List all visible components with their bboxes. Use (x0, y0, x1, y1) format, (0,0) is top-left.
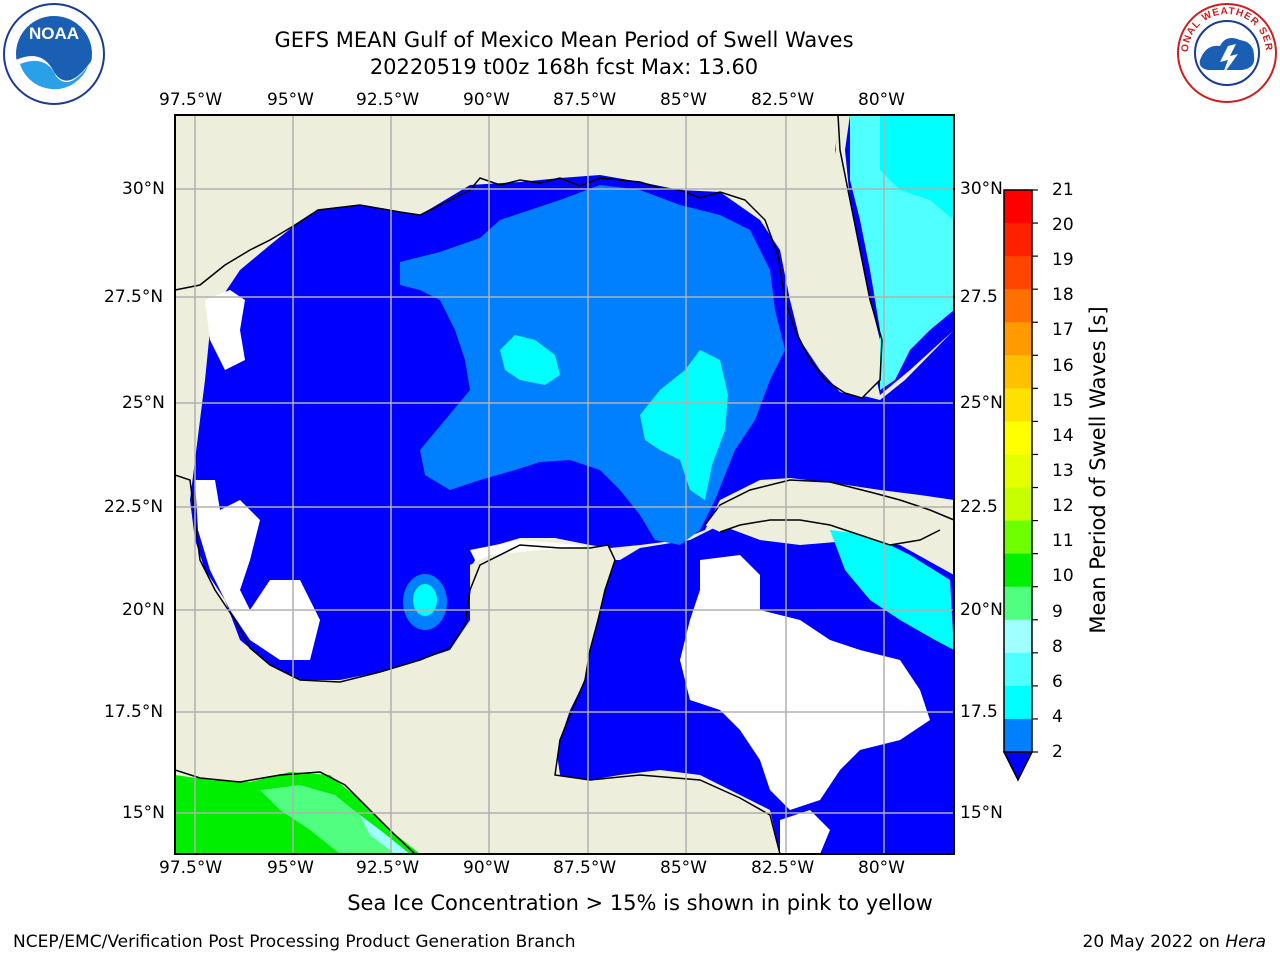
noaa-logo-text: NOAA (29, 24, 79, 43)
footer-host: Hera (1225, 932, 1266, 952)
lon-label-bottom: 92.5°W (356, 858, 420, 878)
lon-label-bottom: 80°W (858, 858, 905, 878)
colorbar-segment (1004, 289, 1032, 323)
colorbar-tick: 4 (1052, 707, 1063, 727)
lon-label-top: 92.5°W (356, 90, 420, 110)
colorbar-segment (1004, 520, 1032, 555)
lon-label-bottom: 95°W (267, 858, 314, 878)
lat-label-right: 30°N (960, 179, 1003, 199)
yucatan-peninsula (470, 545, 615, 780)
lon-label-bottom: 87.5°W (553, 858, 617, 878)
colorbar-segment (1004, 388, 1032, 422)
colorbar-segment (1004, 355, 1032, 389)
lat-label-left: 25°N (122, 393, 165, 413)
colorbar-tick: 8 (1052, 637, 1063, 657)
colorbar-tick: 17 (1052, 320, 1074, 340)
lon-label-bottom: 82.5°W (751, 858, 815, 878)
lon-label-top: 80°W (858, 90, 905, 110)
footer-date-text: 20 May 2022 on (1082, 932, 1226, 952)
colorbar-segment (1004, 487, 1032, 522)
lon-label-top: 87.5°W (553, 90, 617, 110)
lat-label-left: 22.5°N (104, 497, 164, 517)
lat-label-right: 25°N (960, 393, 1003, 413)
colorbar-tick: 10 (1052, 566, 1074, 586)
colorbar-segment (1004, 190, 1032, 224)
no-data-caribbean-south (780, 810, 830, 854)
lat-label-left: 15°N (122, 803, 165, 823)
colorbar-tick: 6 (1052, 672, 1063, 692)
colorbar-tick: 2 (1052, 742, 1063, 762)
swell-period-6-8-atlantic-core (880, 115, 954, 220)
national-weather-service-logo: NATIONAL WEATHER SERVICE (1176, 2, 1277, 103)
lon-label-bottom: 90°W (463, 858, 510, 878)
cuba (705, 480, 954, 545)
lat-label-left: 30°N (122, 179, 165, 199)
colorbar-tick: 21 (1052, 180, 1074, 200)
sea-ice-note-text: Sea Ice Concentration > 15% is shown in … (347, 891, 933, 915)
noaa-logo: NOAA (3, 3, 105, 105)
colorbar-label: Mean Period of Swell Waves [s] (1086, 306, 1110, 634)
colorbar-tick: 19 (1052, 250, 1074, 270)
footer-credit: NCEP/EMC/Verification Post Processing Pr… (13, 932, 576, 952)
swell-period-6-8-region (640, 350, 728, 500)
lat-label-right: 15°N (960, 803, 1003, 823)
colorbar-tick: 13 (1052, 461, 1074, 481)
colorbar-segment (1004, 223, 1032, 257)
colorbar-tick: 16 (1052, 356, 1074, 376)
lat-label-left: 17.5°N (104, 702, 164, 722)
colorbar-segment (1004, 619, 1032, 654)
colorbar-segment (1004, 685, 1032, 720)
colorbar-tick: 12 (1052, 496, 1074, 516)
colorbar-frame (1003, 189, 1033, 753)
swell-period-6-8-region-2 (500, 335, 560, 385)
colorbar-tick: 18 (1052, 285, 1074, 305)
no-data-northwest (205, 290, 245, 370)
colorbar-segment (1004, 553, 1032, 588)
colorbar-segment (1004, 421, 1032, 455)
colorbar-segment (1004, 454, 1032, 489)
swell-period-6-8-campeche (413, 584, 437, 616)
lon-label-top: 85°W (660, 90, 707, 110)
lon-label-bottom: 97.5°W (159, 858, 223, 878)
colorbar-tick: 9 (1052, 602, 1063, 622)
sea-ice-note: Sea Ice Concentration > 15% is shown in … (0, 891, 1280, 915)
lat-label-right: 27.5 (960, 287, 998, 307)
pacific-light-green (260, 785, 400, 854)
map-field (175, 115, 954, 854)
colorbar (1002, 189, 1038, 782)
colorbar-segment (1004, 256, 1032, 290)
map-frame (174, 114, 955, 855)
colorbar-tick: 20 (1052, 215, 1074, 235)
map-subtitle: 20220519 t00z 168h fcst Max: 13.60 (369, 55, 759, 79)
no-data-west-gulf (195, 480, 320, 660)
footer-date: 20 May 2022 on Hera (1083, 932, 1267, 952)
map-title: GEFS MEAN Gulf of Mexico Mean Period of … (274, 28, 854, 52)
lon-label-top: 95°W (267, 90, 314, 110)
colorbar-segment (1004, 586, 1032, 621)
lat-label-right: 22.5 (960, 497, 998, 517)
colorbar-extend-triangle (1002, 751, 1034, 782)
colorbar-tick: 11 (1052, 531, 1074, 551)
lat-label-right: 17.5 (960, 702, 998, 722)
lon-label-bottom: 85°W (660, 858, 707, 878)
colorbar-segment (1004, 322, 1032, 356)
lat-label-left: 27.5°N (104, 287, 164, 307)
colorbar-segment (1004, 652, 1032, 687)
lat-label-left: 20°N (122, 600, 165, 620)
colorbar-tick: 14 (1052, 426, 1074, 446)
colorbar-segment (1004, 718, 1032, 753)
map-gridlines (175, 115, 954, 854)
lat-label-right: 20°N (960, 600, 1003, 620)
swell-period-6-8-caribbean (830, 530, 954, 650)
pacific-cyan (360, 815, 410, 854)
no-data-caribbean (680, 555, 930, 810)
lon-label-top: 90°W (463, 90, 510, 110)
lon-label-top: 97.5°W (159, 90, 223, 110)
florida-peninsula (720, 115, 880, 398)
lon-label-top: 82.5°W (751, 90, 815, 110)
colorbar-tick: 15 (1052, 391, 1074, 411)
